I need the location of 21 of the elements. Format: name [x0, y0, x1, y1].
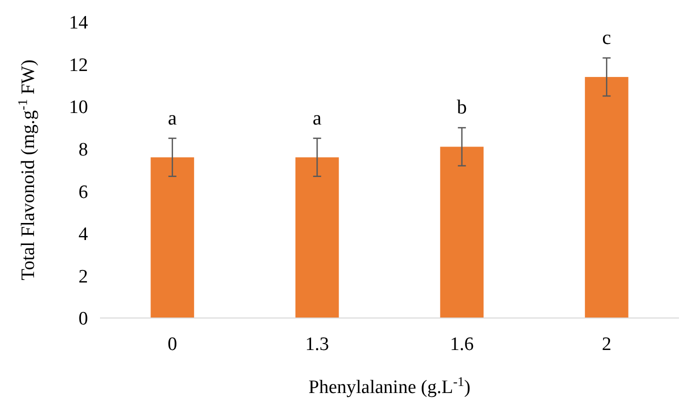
- x-tick-label: 0: [168, 334, 178, 355]
- x-tick-label: 1.3: [305, 334, 329, 355]
- x-tick-label: 1.6: [450, 334, 474, 355]
- annotation: a: [168, 107, 177, 130]
- y-tick-label: 4: [78, 224, 88, 246]
- y-tick-label: 6: [78, 182, 88, 203]
- x-axis-title: Phenylalanine (g.L$^{-1}$): [308, 374, 470, 398]
- x-tick-label: 2: [602, 334, 612, 355]
- y-tick-label: 0: [78, 308, 88, 330]
- y-tick-label: 2: [78, 266, 88, 288]
- annotation: a: [312, 107, 322, 130]
- y-tick-label: 10: [69, 97, 88, 118]
- annotation: b: [456, 96, 467, 119]
- bar: [150, 157, 194, 318]
- bar: [584, 76, 628, 318]
- bar: [295, 157, 339, 318]
- bar: [440, 146, 484, 318]
- y-tick-label: 12: [69, 54, 88, 76]
- y-tick-label: 8: [78, 140, 88, 161]
- y-tick-label: 14: [69, 12, 88, 34]
- annotation: c: [602, 26, 612, 49]
